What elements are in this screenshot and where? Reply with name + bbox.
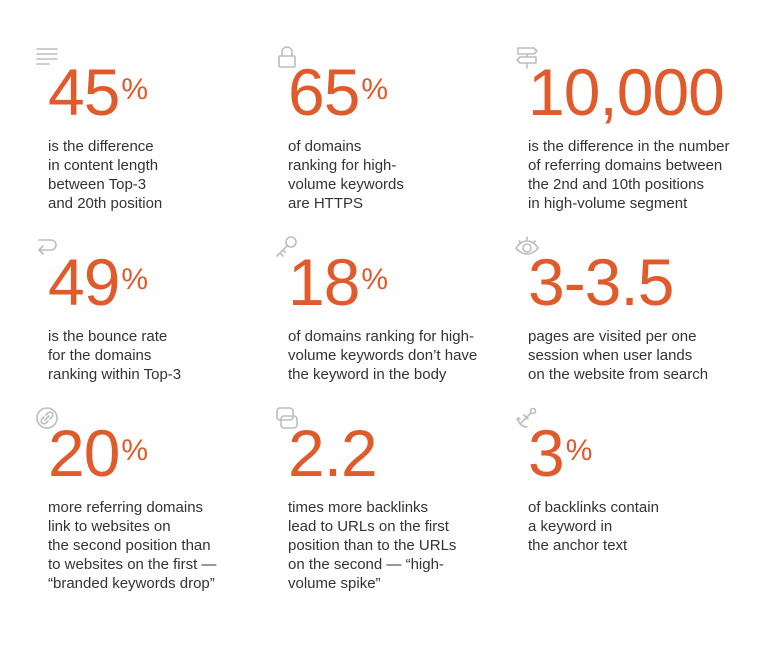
eye-icon [515, 235, 539, 259]
stat-value: 20% [48, 416, 149, 490]
overlapping-squares-icon [275, 406, 299, 430]
anchor-icon [515, 406, 539, 430]
key-icon [275, 235, 299, 259]
stat-description: of domains ranking for high- volume keyw… [288, 328, 478, 383]
link-icon [35, 406, 59, 430]
lock-icon [275, 45, 299, 69]
stat-description: is the bounce rate for the domains ranki… [48, 328, 182, 383]
stat-value: 65% [288, 55, 389, 129]
text-lines-icon [35, 45, 59, 69]
stat-value: 18% [288, 245, 389, 319]
stat-value: 3% [528, 416, 593, 490]
stat-value: 45% [48, 55, 149, 129]
stat-description: pages are visited per one session when u… [528, 328, 709, 383]
stat-description: of backlinks contain a keyword in the an… [528, 499, 659, 554]
stat-description: is the difference in the number of refer… [528, 138, 730, 212]
stat-description: times more backlinks lead to URLs on the… [288, 499, 457, 592]
stat-value: 49% [48, 245, 149, 319]
stat-value: 2.2 [288, 416, 378, 490]
signpost-icon [515, 45, 539, 69]
return-arrow-icon [35, 235, 59, 259]
stat-value: 10,000 [528, 55, 725, 129]
stat-description: of domains ranking for high- volume keyw… [288, 138, 404, 212]
stat-description: more referring domains link to websites … [48, 499, 217, 592]
stat-description: is the difference in content length betw… [48, 138, 163, 212]
stat-value: 3-3.5 [528, 245, 674, 319]
